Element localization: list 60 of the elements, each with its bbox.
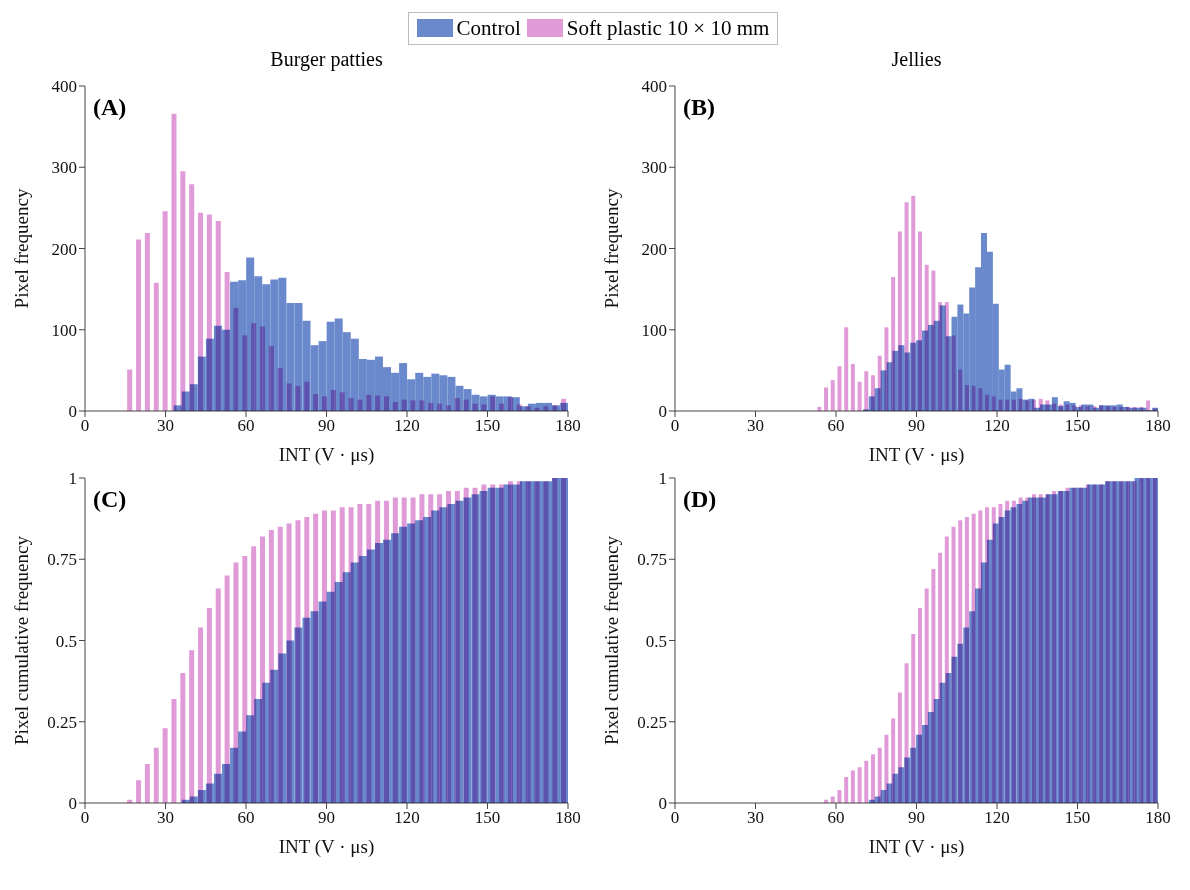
y-axis-title: Pixel cumulative frequency [600,535,622,745]
legend-label: Control [456,15,521,41]
annotation: (A) [93,94,127,121]
y-tick-label: 0.25 [47,712,77,732]
y-tick-label: 300 [641,158,667,178]
x-tick-label: 30 [157,808,174,828]
y-axis-title: Pixel frequency [600,188,622,309]
x-tick-label: 60 [237,808,255,828]
x-tick-label: 180 [555,808,581,828]
y-tick-label: 0 [658,794,667,814]
y-tick-label: 1 [658,469,667,489]
y-tick-label: 400 [51,77,77,97]
y-axis-title: Pixel cumulative frequency [10,535,32,745]
x-axis-title: INT (V · μs) [868,836,965,858]
y-axis-title: Pixel frequency [10,188,32,309]
x-axis-title: INT (V · μs) [868,444,965,466]
x-tick-label: 90 [908,808,925,828]
chart-title: Burger patties [269,48,384,73]
x-tick-label: 120 [394,808,420,828]
x-tick-label: 60 [827,416,845,436]
y-tick-label: 0 [658,402,667,422]
x-tick-label: 90 [908,416,925,436]
annotation: (D) [683,486,717,513]
x-tick-label: 150 [474,416,501,436]
y-tick-label: 0.75 [47,550,77,570]
chart-title: Jellies [890,48,943,72]
y-tick-label: 0.5 [55,631,77,651]
x-tick-label: 30 [747,416,764,436]
y-tick-label: 400 [641,77,667,97]
y-tick-label: 200 [51,239,77,259]
x-tick-label: 30 [157,416,174,436]
y-tick-label: 0.25 [637,712,667,732]
x-tick-label: 150 [1064,808,1091,828]
y-tick-label: 300 [51,158,77,178]
x-tick-label: 180 [1145,416,1171,436]
x-tick-label: 120 [984,416,1010,436]
y-tick-label: 100 [641,320,667,340]
x-tick-label: 120 [394,416,420,436]
y-tick-label: 0.75 [637,550,667,570]
y-tick-label: 0.5 [645,631,667,651]
x-tick-label: 60 [827,808,845,828]
x-tick-label: 30 [747,808,764,828]
x-axis-title: INT (V · μs) [278,836,375,858]
legend-label: Soft plastic 10 × 10 mm [566,15,770,41]
annotation: (C) [93,486,127,513]
x-tick-label: 180 [1145,808,1171,828]
y-tick-label: 100 [51,320,77,340]
x-tick-label: 60 [237,416,255,436]
x-tick-label: 120 [984,808,1010,828]
y-tick-label: 0 [68,794,77,814]
x-tick-label: 90 [318,808,335,828]
y-tick-label: 0 [68,402,77,422]
y-tick-label: 200 [641,239,667,259]
x-axis-title: INT (V · μs) [278,444,375,466]
x-tick-label: 90 [318,416,335,436]
y-tick-label: 1 [68,469,77,489]
x-tick-label: 150 [1064,416,1091,436]
x-tick-label: 150 [474,808,501,828]
x-tick-label: 180 [555,416,581,436]
annotation: (B) [683,94,715,121]
